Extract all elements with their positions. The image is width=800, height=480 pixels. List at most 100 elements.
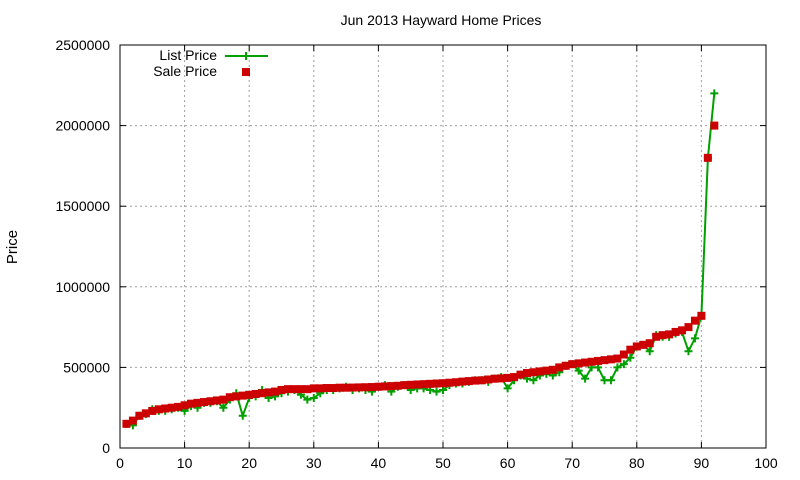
x-tick-label: 100 xyxy=(754,455,778,471)
sale-price-point xyxy=(374,382,383,391)
sale-price-point xyxy=(271,387,280,396)
sale-price-point xyxy=(600,356,609,365)
y-tick-label: 2500000 xyxy=(55,37,110,53)
y-axis-label: Price xyxy=(4,230,21,264)
sale-price-point xyxy=(335,383,344,392)
list-price-point xyxy=(439,385,447,394)
sale-price-point xyxy=(522,369,531,378)
legend-marker-list-price xyxy=(242,52,250,60)
sale-price-point xyxy=(632,342,641,351)
sale-price-point xyxy=(587,357,596,366)
sale-price-point xyxy=(206,397,215,406)
sale-price-point xyxy=(710,121,719,130)
sale-price-point xyxy=(671,327,680,336)
legend: List Price Sale Price xyxy=(153,47,268,79)
sale-price-point xyxy=(141,409,150,418)
x-tick-label: 30 xyxy=(306,455,322,471)
sale-price-point xyxy=(361,383,370,392)
sale-price-point xyxy=(174,402,183,411)
y-tick-label: 1000000 xyxy=(55,279,110,295)
sale-price-point xyxy=(316,384,325,393)
x-tick-label: 50 xyxy=(435,455,451,471)
sale-price-point xyxy=(290,385,299,394)
sale-price-point xyxy=(451,378,460,387)
sale-price-point xyxy=(367,383,376,392)
sale-price-point xyxy=(193,398,202,407)
list-price-line xyxy=(126,93,716,427)
list-price-point xyxy=(710,89,719,98)
sale-price-point xyxy=(581,358,590,367)
sale-price-point xyxy=(529,368,538,377)
sale-price-point xyxy=(619,350,628,359)
sale-price-point xyxy=(342,383,351,392)
sale-price-point xyxy=(329,384,338,393)
sale-price-point xyxy=(665,330,674,339)
list-price-point xyxy=(619,360,628,369)
sale-price-point xyxy=(626,345,635,354)
axis-ticks xyxy=(119,44,767,449)
sale-price-point xyxy=(154,405,163,414)
list-price-point xyxy=(238,411,247,420)
x-tick-labels: 0 10 20 30 40 50 60 70 80 90 100 xyxy=(116,455,778,471)
sale-price-point xyxy=(497,374,506,383)
sale-price-point xyxy=(516,370,525,379)
sale-price-point xyxy=(606,355,615,364)
sale-price-point xyxy=(225,393,234,402)
sale-price-point xyxy=(161,404,170,413)
sale-price-point xyxy=(400,381,409,390)
sale-price-point xyxy=(548,365,557,374)
sale-price-point xyxy=(574,359,583,368)
list-price-point xyxy=(690,334,699,343)
sale-price-point xyxy=(187,399,196,408)
x-tick-label: 40 xyxy=(371,455,387,471)
sale-price-point xyxy=(322,384,331,393)
chart-title: Jun 2013 Hayward Home Prices xyxy=(341,12,542,28)
y-tick-label: 500000 xyxy=(63,359,110,375)
sale-price-point xyxy=(690,316,699,325)
sale-price-point xyxy=(568,360,577,369)
sale-price-point xyxy=(464,377,473,386)
y-tick-label: 1500000 xyxy=(55,198,110,214)
list-price-point xyxy=(503,384,512,393)
sale-price-point xyxy=(303,385,312,394)
list-price-point xyxy=(606,376,615,385)
sale-price-point xyxy=(471,376,480,385)
sale-price-point xyxy=(458,377,467,386)
sale-price-point xyxy=(490,374,499,383)
sale-price-point xyxy=(697,311,706,320)
sale-price-point xyxy=(245,390,254,399)
sale-price-point xyxy=(445,378,454,387)
sale-price-point xyxy=(296,385,305,394)
sale-price-point xyxy=(484,375,493,384)
sale-price-point xyxy=(387,382,396,391)
sale-price-point xyxy=(380,382,389,391)
list-price-point xyxy=(303,395,312,404)
sale-price-point xyxy=(238,391,247,400)
sale-price-point xyxy=(426,379,435,388)
sale-price-point xyxy=(658,331,667,340)
x-tick-label: 70 xyxy=(564,455,580,471)
sale-price-point xyxy=(542,366,551,375)
sale-price-point xyxy=(258,389,267,398)
sale-price-point xyxy=(645,339,654,348)
list-price-point xyxy=(529,376,538,385)
list-price-point xyxy=(432,387,441,396)
sale-price-point xyxy=(613,354,622,363)
y-tick-label: 2000000 xyxy=(55,118,110,134)
sale-price-point xyxy=(135,411,144,420)
sale-price-point xyxy=(703,153,712,162)
legend-marker-sale-price xyxy=(242,68,250,76)
x-tick-label: 90 xyxy=(694,455,710,471)
sale-price-point xyxy=(594,356,603,365)
y-tick-label: 0 xyxy=(102,440,110,456)
series-sale-price xyxy=(122,121,719,428)
sale-price-point xyxy=(652,332,661,341)
legend-label-sale-price: Sale Price xyxy=(153,63,217,79)
y-tick-labels: 0 500000 1000000 1500000 2000000 2500000 xyxy=(55,37,110,456)
sale-price-point xyxy=(439,379,447,388)
list-price-point xyxy=(574,366,583,375)
sale-price-point xyxy=(355,383,364,392)
sale-price-point xyxy=(393,381,402,390)
sale-price-point xyxy=(503,373,512,382)
